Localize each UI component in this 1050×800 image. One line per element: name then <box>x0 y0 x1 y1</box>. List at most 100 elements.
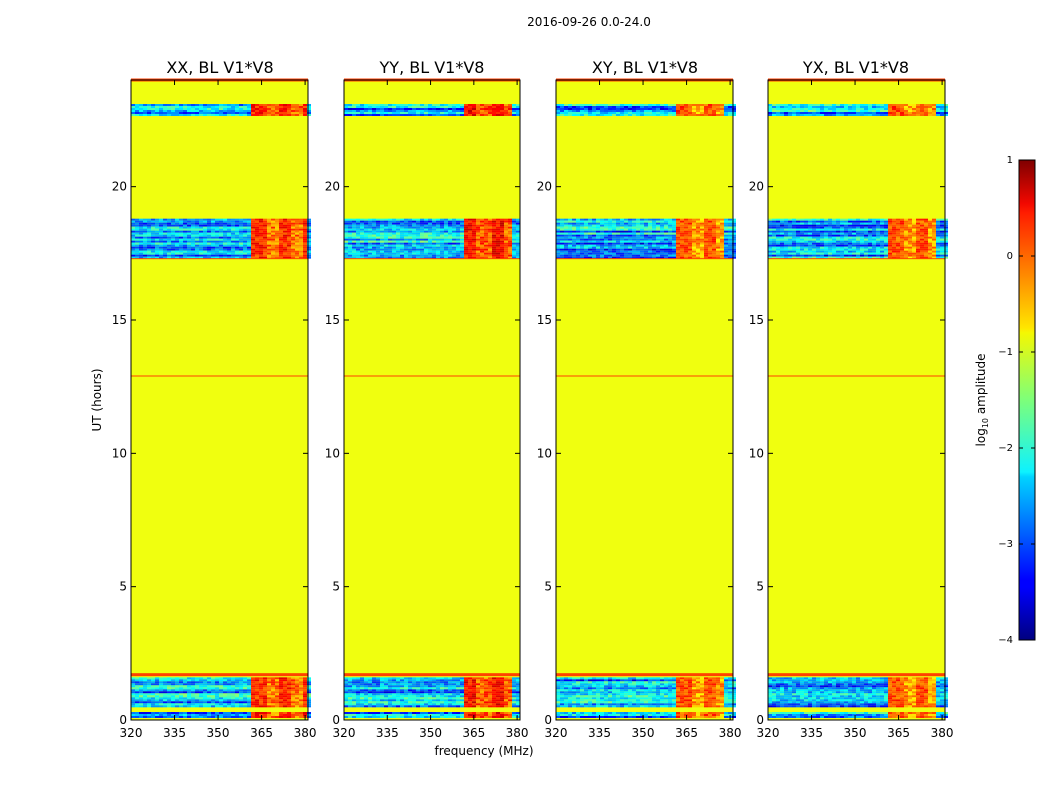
heatmap-cell <box>372 224 376 227</box>
heatmap-cell <box>392 683 396 686</box>
heatmap-cell <box>636 677 640 680</box>
heatmap-cell <box>175 112 179 114</box>
heatmap-cell <box>456 252 460 255</box>
heatmap-cell <box>628 714 632 716</box>
heatmap-cell <box>488 224 492 227</box>
heatmap-cell <box>275 256 279 259</box>
heatmap-cell <box>392 716 396 718</box>
heatmap-cell <box>131 238 135 241</box>
heatmap-cell <box>275 705 279 708</box>
heatmap-cell <box>512 220 516 223</box>
heatmap-cell <box>203 712 207 714</box>
heatmap-cell <box>396 240 400 243</box>
heatmap-cell <box>512 681 516 684</box>
heatmap-cell <box>592 699 596 702</box>
heatmap-cell <box>251 250 255 253</box>
heatmap-cell <box>696 222 700 225</box>
heatmap-cell <box>299 104 303 106</box>
heatmap-cell <box>476 256 480 259</box>
heatmap-cell <box>700 703 704 706</box>
heatmap-cell <box>380 705 384 708</box>
heatmap-cell <box>416 691 420 694</box>
heatmap-cell <box>159 256 163 259</box>
heatmap-cell <box>488 248 492 251</box>
heatmap-cell <box>263 693 267 696</box>
heatmap-cell <box>408 238 412 241</box>
heatmap-cell <box>183 114 187 116</box>
heatmap-cell <box>175 681 179 684</box>
heatmap-cell <box>368 252 372 255</box>
heatmap-cell <box>251 232 255 235</box>
heatmap-cell <box>464 242 468 245</box>
heatmap-cell <box>215 236 219 239</box>
heatmap-cell <box>155 224 159 227</box>
heatmap-cell <box>648 224 652 227</box>
heatmap-cell <box>728 224 732 227</box>
heatmap-cell <box>135 714 139 716</box>
heatmap-cell <box>360 681 364 684</box>
heatmap-cell <box>388 716 392 718</box>
heatmap-cell <box>239 712 243 714</box>
heatmap-cell <box>163 232 167 235</box>
heatmap-cell <box>135 236 139 239</box>
heatmap-cell <box>147 252 151 255</box>
heatmap-cell <box>171 701 175 704</box>
heatmap-cell <box>187 240 191 243</box>
heatmap-cell <box>151 679 155 682</box>
heatmap-cell <box>704 687 708 690</box>
heatmap-cell <box>556 693 560 696</box>
heatmap-cell <box>440 222 444 225</box>
heatmap-cell <box>159 687 163 690</box>
heatmap-cell <box>608 681 612 684</box>
heatmap-cell <box>227 687 231 690</box>
heatmap-cell <box>500 236 504 239</box>
heatmap-cell <box>211 246 215 249</box>
heatmap-cell <box>283 254 287 257</box>
heatmap-cell <box>295 695 299 698</box>
heatmap-cell <box>504 110 508 112</box>
heatmap-cell <box>215 693 219 696</box>
heatmap-cell <box>436 230 440 233</box>
heatmap-cell <box>508 252 512 255</box>
heatmap-cell <box>243 108 247 110</box>
heatmap-cell <box>131 714 135 716</box>
heatmap-cell <box>508 699 512 702</box>
heatmap-cell <box>167 234 171 237</box>
heatmap-cell <box>207 689 211 692</box>
heatmap-cell <box>592 701 596 704</box>
heatmap-cell <box>472 256 476 259</box>
heatmap-cell <box>416 248 420 251</box>
heatmap-cell <box>259 703 263 706</box>
heatmap-cell <box>147 218 151 221</box>
heatmap-cell <box>372 697 376 700</box>
heatmap-cell <box>512 683 516 686</box>
heatmap-cell <box>131 242 135 245</box>
heatmap-cell <box>291 242 295 245</box>
heatmap-cell <box>692 687 696 690</box>
heatmap-cell <box>608 689 612 692</box>
heatmap-cell <box>464 254 468 257</box>
heatmap-cell <box>508 716 512 718</box>
heatmap-cell <box>299 232 303 235</box>
heatmap-cell <box>219 685 223 688</box>
heatmap-cell <box>452 705 456 708</box>
heatmap-cell <box>708 224 712 227</box>
heatmap-cell <box>251 244 255 247</box>
heatmap-cell <box>215 226 219 229</box>
heatmap-cell <box>287 695 291 698</box>
heatmap-cell <box>227 681 231 684</box>
heatmap-cell <box>191 705 195 708</box>
heatmap-cell <box>676 716 680 718</box>
heatmap-cell <box>239 685 243 688</box>
heatmap-cell <box>592 218 596 221</box>
heatmap-cell <box>344 224 348 227</box>
heatmap-cell <box>147 106 151 108</box>
heatmap-cell <box>179 677 183 680</box>
heatmap-cell <box>512 697 516 700</box>
heatmap-cell <box>656 681 660 684</box>
heatmap-cell <box>692 222 696 225</box>
heatmap-cell <box>472 112 476 114</box>
heatmap-cell <box>496 244 500 247</box>
heatmap-cell <box>259 236 263 239</box>
heatmap-cell <box>564 705 568 708</box>
